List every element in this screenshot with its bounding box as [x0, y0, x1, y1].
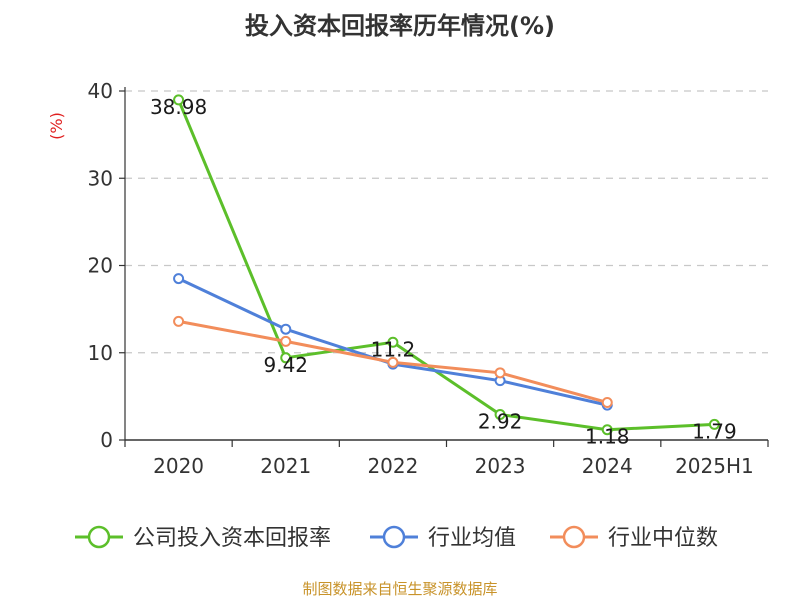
y-tick-label-40: 40 [88, 79, 113, 103]
series-0-point-2022 [387, 336, 399, 348]
source-note: 制图数据来自恒生聚源数据库 [302, 580, 497, 598]
legend-label-1: 行业均值 [428, 526, 516, 551]
legend-marker-2 [562, 525, 586, 549]
series-2-point-2021 [280, 335, 292, 347]
data-label-2025H1: 1.79 [692, 419, 737, 443]
legend: 公司投入资本回报率 行业均值 行业中位数 [75, 525, 718, 551]
series-0-point-2025H1 [708, 418, 720, 430]
series-1-point-2020 [173, 273, 185, 285]
y-tick-label-20: 20 [88, 254, 113, 278]
series-0-point-2024 [601, 424, 613, 436]
x-tick-label-2021: 2021 [260, 454, 311, 478]
grid-lines [125, 90, 768, 354]
axes: 0 10 20 30 40 2020 2021 2022 2023 2024 2025H1 [88, 79, 769, 478]
series-0-point-2020 [173, 94, 185, 106]
y-tick-label-10: 10 [88, 341, 113, 365]
series-2-point-2020 [173, 315, 185, 327]
series-0-point-2021 [280, 352, 292, 364]
x-tick-label-2022: 2022 [367, 454, 418, 478]
series-lines [173, 94, 720, 436]
chart-title: 投入资本回报率历年情况(%) [245, 12, 555, 40]
x-tick-label-2024: 2024 [582, 454, 633, 478]
y-tick-label-0: 0 [100, 428, 113, 452]
x-tick-label-2025H1: 2025H1 [675, 454, 754, 478]
series-2-point-2024 [601, 396, 613, 408]
data-label-2024: 1.18 [585, 425, 630, 449]
data-label-2022: 11.2 [371, 337, 416, 361]
data-label-2023: 2.92 [478, 410, 523, 434]
data-label-2021: 9.42 [263, 353, 308, 377]
legend-marker-0 [87, 525, 111, 549]
series-2-point-2023 [494, 367, 506, 379]
series-2-point-2022 [387, 356, 399, 368]
x-tick-label-2020: 2020 [153, 454, 204, 478]
y-axis-unit: (%) [47, 112, 66, 140]
legend-label-0: 公司投入资本回报率 [133, 526, 331, 551]
data-labels: 38.98 9.42 11.2 2.92 1.18 1.79 [150, 95, 737, 449]
series-0-point-2023 [494, 409, 506, 421]
legend-marker-1 [382, 525, 406, 549]
data-label-2020: 38.98 [150, 95, 207, 119]
x-tick-label-2023: 2023 [475, 454, 526, 478]
series-line-0 [177, 99, 715, 432]
y-tick-label-30: 30 [88, 166, 113, 190]
series-1-point-2021 [280, 323, 292, 335]
legend-label-2: 行业中位数 [608, 526, 718, 551]
